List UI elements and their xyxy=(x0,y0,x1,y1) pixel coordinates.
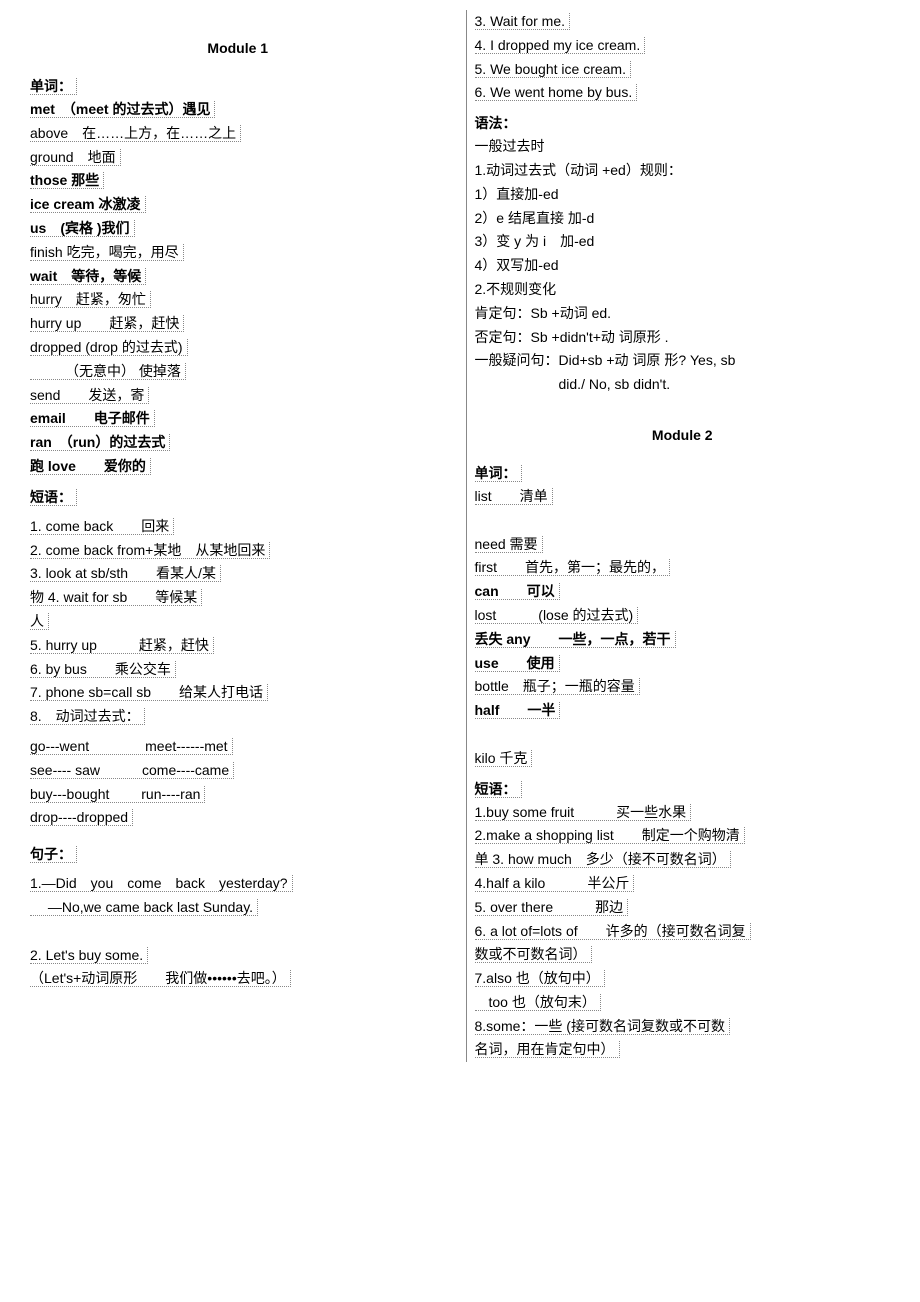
vocab-line: list 清单 xyxy=(475,485,891,509)
vocab-line: above 在……上方，在……之上 xyxy=(30,122,446,146)
vocab-line: email 电子邮件 xyxy=(30,407,446,431)
module2-vocab-header: 单词： xyxy=(475,463,891,483)
vocab-line: first 首先，第一；最先的， xyxy=(475,556,891,580)
vocab-line: dropped (drop 的过去式) xyxy=(30,336,446,360)
text-line: 1.buy some fruit 买一些水果 xyxy=(475,801,891,825)
vocab-header: 单词： xyxy=(30,76,446,96)
text-line: 8.some：一些 (接可数名词复数或不可数 xyxy=(475,1015,891,1039)
text-line: 4）双写加-ed xyxy=(475,254,891,278)
vocab-line: 丢失 any 一些，一点，若干 xyxy=(475,628,891,652)
right-column: 3. Wait for me.4. I dropped my ice cream… xyxy=(466,10,891,1062)
vocab-line: hurry 赶紧，匆忙 xyxy=(30,288,446,312)
text-line: 5. over there 那边 xyxy=(475,896,891,920)
text-line: 否定句：Sb +didn't+动 词原形 . xyxy=(475,326,891,350)
vocab-line: use 使用 xyxy=(475,652,891,676)
vocab-line: bottle 瓶子；一瓶的容量 xyxy=(475,675,891,699)
text-line: 7.also 也（放句中） xyxy=(475,967,891,991)
text-line: 1）直接加-ed xyxy=(475,183,891,207)
text-line: 肯定句：Sb +动词 ed. xyxy=(475,302,891,326)
vocab-line: need 需要 xyxy=(475,533,891,557)
text-line: drop----dropped xyxy=(30,806,446,830)
vocab-line: （无意中） 使掉落 xyxy=(30,360,446,384)
text-line: 3）变 y 为 i 加-ed xyxy=(475,230,891,254)
text-line: 2. Let's buy some. xyxy=(30,944,446,968)
text-line: 物 4. wait for sb 等候某 xyxy=(30,586,446,610)
text-line: 3. Wait for me. xyxy=(475,10,891,34)
text-line: did./ No, sb didn't. xyxy=(475,373,891,397)
module1-title: Module 1 xyxy=(30,40,446,56)
vocab-line: half 一半 xyxy=(475,699,891,723)
text-line: 7. phone sb=call sb 给某人打电话 xyxy=(30,681,446,705)
vocab-line: send 发送，寄 xyxy=(30,384,446,408)
vocab-line: ran （run）的过去式 xyxy=(30,431,446,455)
grammar-header: 语法： xyxy=(475,113,891,133)
vocab-line: hurry up 赶紧，赶快 xyxy=(30,312,446,336)
module2-phrases-list: 1.buy some fruit 买一些水果2.make a shopping … xyxy=(475,801,891,1063)
text-line: see---- saw come----came xyxy=(30,759,446,783)
phrases-header: 短语： xyxy=(30,487,446,507)
vocab-line: wait 等待，等候 xyxy=(30,265,446,289)
module1-grammar: 一般过去时1.动词过去式（动词 +ed）规则：1）直接加-ed2）e 结尾直接 … xyxy=(475,135,891,397)
vocab-line: 跑 love 爱你的 xyxy=(30,455,446,479)
text-line: go---went meet------met xyxy=(30,735,446,759)
text-line: —No,we came back last Sunday. xyxy=(30,896,446,920)
text-line: 6. a lot of=lots of 许多的（接可数名词复 xyxy=(475,920,891,944)
text-line: 2. come back from+某地 从某地回来 xyxy=(30,539,446,563)
vocab-line: can 可以 xyxy=(475,580,891,604)
text-line: 名词，用在肯定句中） xyxy=(475,1038,891,1062)
text-line: 数或不可数名词） xyxy=(475,943,891,967)
text-line: 1.动词过去式（动词 +ed）规则： xyxy=(475,159,891,183)
text-line: 2）e 结尾直接 加-d xyxy=(475,207,891,231)
text-line: 6. We went home by bus. xyxy=(475,81,891,105)
text-line xyxy=(30,920,446,944)
vocab-line: us (宾格 )我们 xyxy=(30,217,446,241)
text-line: 3. look at sb/sth 看某人/某 xyxy=(30,562,446,586)
vocab-line: finish 吃完，喝完，用尽 xyxy=(30,241,446,265)
module2-title: Module 2 xyxy=(475,427,891,443)
vocab-line xyxy=(475,509,891,533)
vocab-line: those 那些 xyxy=(30,169,446,193)
module2-vocab-list: list 清单 need 需要first 首先，第一；最先的，can 可以los… xyxy=(475,485,891,771)
vocab-line: kilo 千克 xyxy=(475,747,891,771)
module2-phrases-header: 短语： xyxy=(475,779,891,799)
text-line: 单 3. how much 多少（接不可数名词） xyxy=(475,848,891,872)
sentences-header: 句子： xyxy=(30,844,446,864)
text-line: too 也（放句末） xyxy=(475,991,891,1015)
module1-phrases-list: 1. come back 回来2. come back from+某地 从某地回… xyxy=(30,515,446,729)
text-line: 4. I dropped my ice cream. xyxy=(475,34,891,58)
text-line: 2.不规则变化 xyxy=(475,278,891,302)
vocab-line: met （meet 的过去式）遇见 xyxy=(30,98,446,122)
text-line: 8. 动词过去式： xyxy=(30,705,446,729)
vocab-line xyxy=(475,723,891,747)
text-line: 一般过去时 xyxy=(475,135,891,159)
text-line: 1. come back 回来 xyxy=(30,515,446,539)
text-line: 一般疑问句：Did+sb +动 词原 形? Yes, sb xyxy=(475,349,891,373)
text-line: 人 xyxy=(30,610,446,634)
text-line: 2.make a shopping list 制定一个购物清 xyxy=(475,824,891,848)
left-column: Module 1 单词： met （meet 的过去式）遇见above 在……上… xyxy=(30,10,446,1062)
module1-verbs-list: go---went meet------metsee---- saw come-… xyxy=(30,735,446,830)
module1-sentences-col1: 1.—Did you come back yesterday? —No,we c… xyxy=(30,872,446,991)
text-line: buy---bought run----ran xyxy=(30,783,446,807)
vocab-line: ground 地面 xyxy=(30,146,446,170)
text-line: 4.half a kilo 半公斤 xyxy=(475,872,891,896)
module1-sentences-col2: 3. Wait for me.4. I dropped my ice cream… xyxy=(475,10,891,105)
text-line: 1.—Did you come back yesterday? xyxy=(30,872,446,896)
vocab-line: lost (lose 的过去式) xyxy=(475,604,891,628)
two-column-layout: Module 1 单词： met （meet 的过去式）遇见above 在……上… xyxy=(30,10,890,1062)
text-line: 5. We bought ice cream. xyxy=(475,58,891,82)
text-line: 6. by bus 乘公交车 xyxy=(30,658,446,682)
vocab-line: ice cream 冰激凌 xyxy=(30,193,446,217)
module1-vocab-list: met （meet 的过去式）遇见above 在……上方，在……之上ground… xyxy=(30,98,446,479)
text-line: 5. hurry up 赶紧，赶快 xyxy=(30,634,446,658)
text-line: （Let's+动词原形 我们做••••••去吧。） xyxy=(30,967,446,991)
